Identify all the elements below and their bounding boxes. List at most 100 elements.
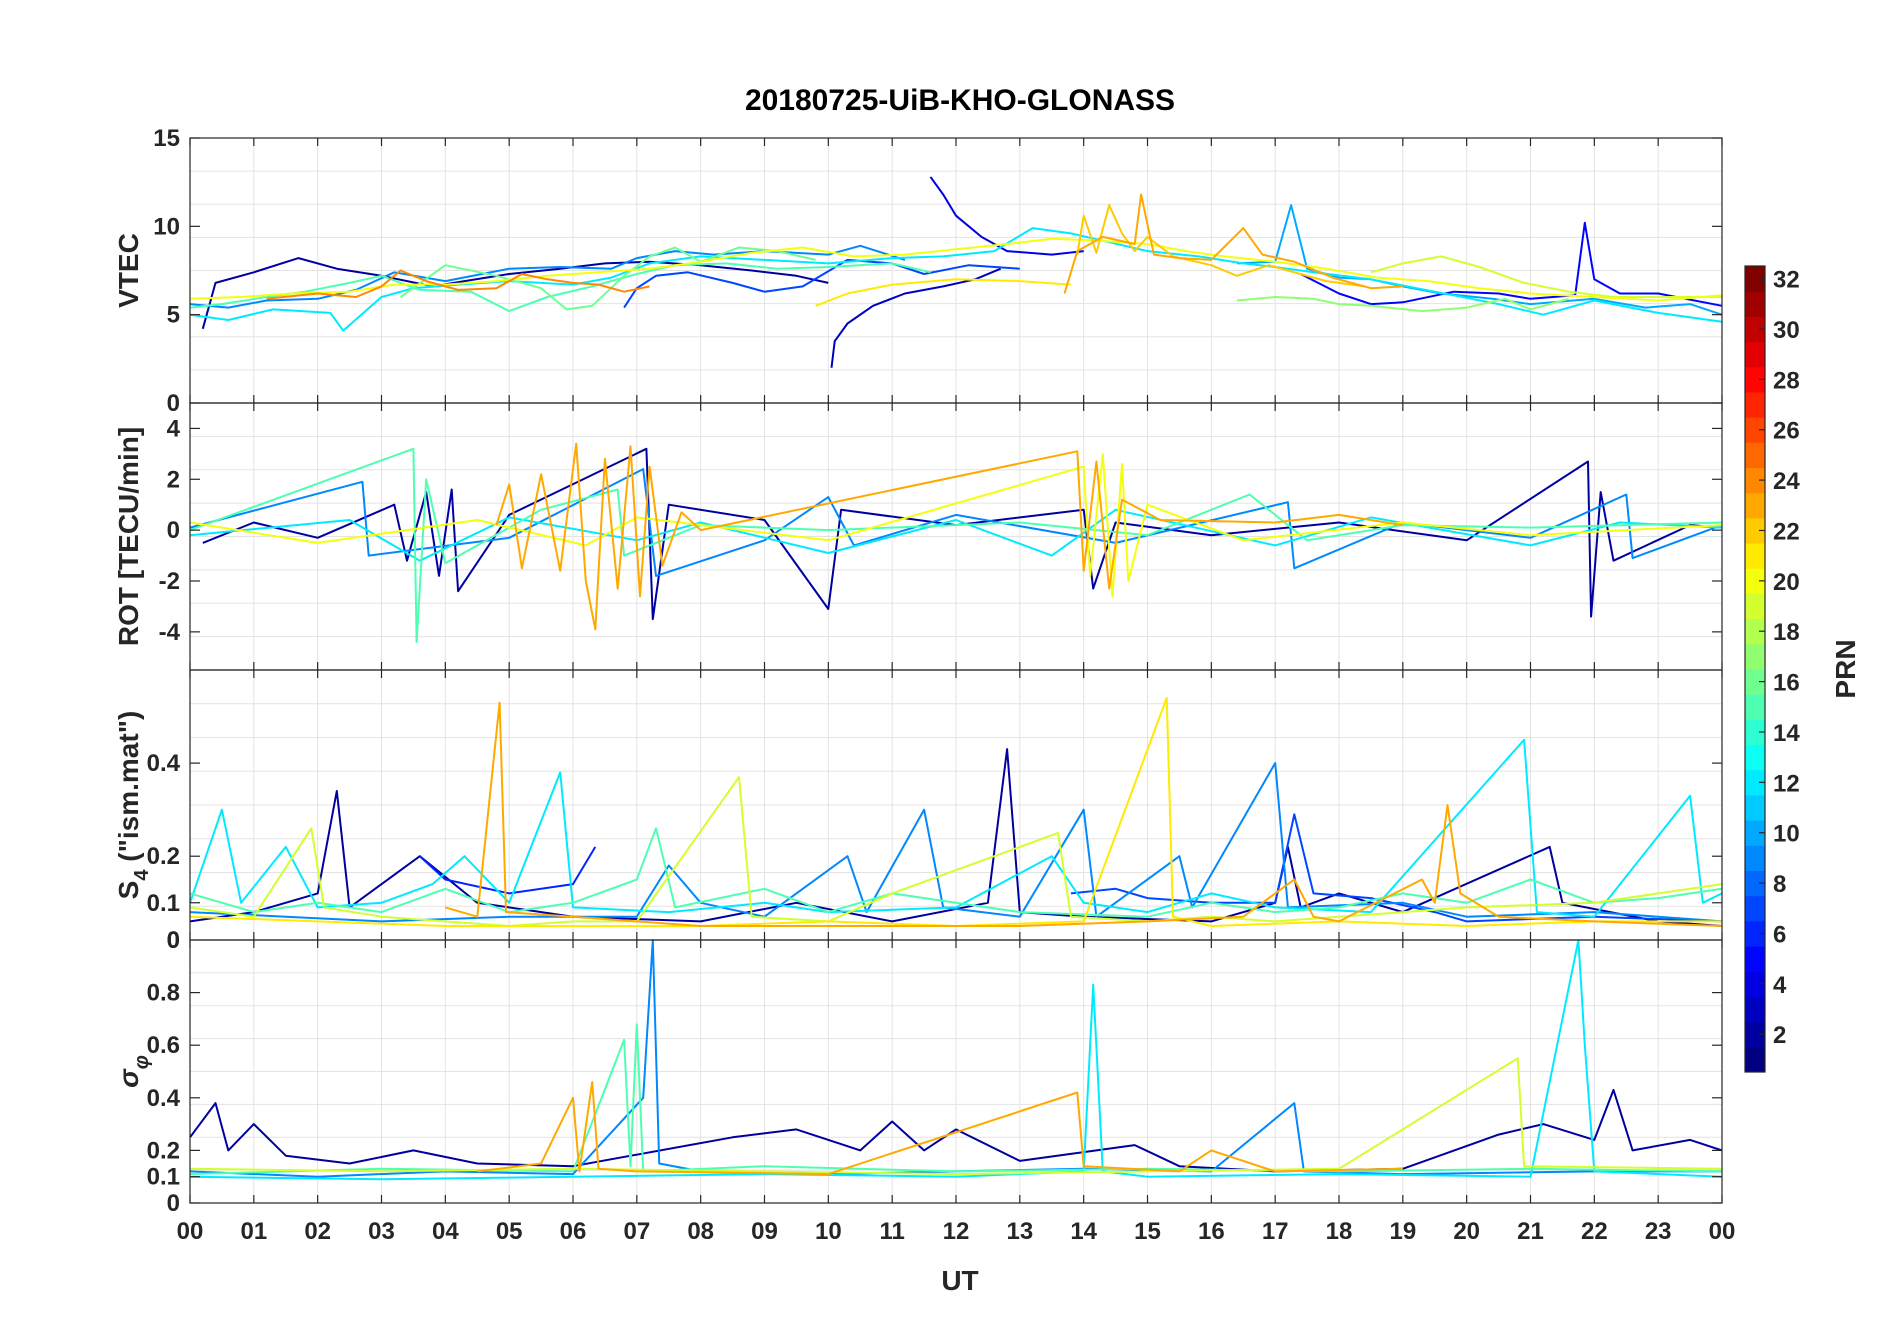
colorbar-segment [1745,492,1765,519]
y-tick-label: 2 [167,466,180,493]
y-axis-label-sigma_phi: σφ [113,1055,153,1088]
series-line-prn-20 [189,452,1723,598]
x-tick-label: 00 [1709,1218,1736,1245]
colorbar-segment [1745,618,1765,645]
colorbar-segment [1745,694,1765,720]
grid-s4 [189,670,1723,940]
series-line-prn-7 [623,258,1020,309]
colorbar-segment [1745,1021,1765,1048]
x-tick-label: 09 [751,1218,778,1245]
y-tick-label: 0.2 [147,843,180,870]
colorbar-segment [1745,744,1765,771]
series-line-prn-6 [419,846,597,895]
series-line-prn-5 [1300,221,1723,307]
colorbar-tick-label: 32 [1773,267,1800,294]
colorbar-segment [1745,467,1765,494]
x-tick-label: 17 [1262,1218,1289,1245]
series-line-prn-7 [1070,813,1723,923]
colorbar-tick-label: 4 [1773,972,1787,999]
series-line-prn-2 [201,257,829,330]
y-axis-label-rot: ROT [TECU/min] [113,427,144,646]
x-axis-label: UT [941,1265,978,1296]
x-tick-label: 20 [1453,1218,1480,1245]
y-label-sub: φ [131,1055,153,1069]
colorbar-segment [1745,1046,1765,1073]
colorbar-tick-label: 18 [1773,619,1800,646]
colorbar-tick-label: 6 [1773,921,1786,948]
x-tick-label: 05 [496,1218,523,1245]
series-line-prn-23 [445,701,1723,927]
colorbar-segment [1745,417,1765,443]
colorbar-segment [1745,442,1765,468]
y-label-main: σ [113,1068,144,1088]
colorbar-tick-label: 8 [1773,871,1786,898]
x-tick-label: 22 [1581,1218,1608,1245]
y-axis-label-s4: S4 ("ism.mat") [113,711,153,900]
series-line-prn-20 [189,237,1723,302]
y-label-rest: ("ism.mat") [113,711,144,870]
grid-rot [189,403,1723,670]
y-tick-label: -4 [159,619,181,646]
colorbar-segment [1745,920,1765,947]
series-line-prn-16 [400,246,816,311]
colorbar-tick-label: 24 [1773,468,1800,495]
colorbar-tick-label: 10 [1773,821,1800,848]
x-tick-label: 10 [815,1218,842,1245]
series-line-prn-23 [477,1081,1403,1176]
panel-rot: -4 -2 0 2 4 ROT [TECU/min] [113,402,1723,671]
y-tick-label: 0.4 [147,750,181,777]
series-line-prn-19 [189,1057,1723,1176]
x-tick-label: 23 [1645,1218,1672,1245]
y-tick-label: 4 [167,415,181,442]
series-line-prn-23 [495,442,1403,631]
x-tick-label: 06 [560,1218,587,1245]
x-tick-label: 11 [879,1218,904,1245]
panel-s4: 0.1 0.2 0.4 0 S4 ("ism.mat") [113,669,1723,954]
y-tick-label: 0.4 [147,1085,181,1112]
colorbar-segment [1745,543,1765,569]
y-tick-label: 0.1 [147,890,180,917]
y-tick-label: 15 [153,125,180,152]
y-label-main: S [113,881,144,900]
colorbar-segment [1745,794,1765,821]
series-group-sigma_phi [189,939,1723,1181]
colorbar-segment [1745,291,1765,317]
x-tick-label: 02 [304,1218,331,1245]
x-tick-label: 08 [687,1218,714,1245]
series-line-prn-17 [1236,296,1570,313]
series-line-prn-4 [929,176,1084,256]
series-line-prn-24 [266,269,650,300]
colorbar-segment [1745,895,1765,922]
x-tick-label: 13 [1006,1218,1033,1245]
chart-title: 20180725-UiB-KHO-GLONASS [745,84,1175,117]
colorbar-segment [1745,316,1765,343]
colorbar-tick-label: 2 [1773,1022,1786,1049]
y-tick-label: 0 [167,1190,180,1217]
y-tick-label: 0 [167,927,180,954]
series-line-prn-19 [1370,255,1722,298]
x-tick-label: 03 [368,1218,395,1245]
x-tick-label: 16 [1198,1218,1225,1245]
y-tick-label: -2 [159,568,180,595]
colorbar-tick-label: 26 [1773,418,1800,445]
y-tick-label: 0 [167,517,180,544]
x-tick-label: 19 [1389,1218,1416,1245]
x-tick-label: 00 [177,1218,204,1245]
grid-vtec [189,138,1723,403]
colorbar-frame [1744,265,1766,1073]
series-group-vtec [189,176,1723,368]
series-group-s4 [189,696,1723,927]
colorbar-segment [1745,769,1765,796]
colorbar-label: PRN [1830,639,1861,698]
series-group-rot [189,442,1723,643]
series-line-prn-2 [189,1088,1723,1173]
colorbar-segment [1745,366,1765,393]
series-line-prn-19 [189,776,1723,927]
series-line-prn-12 [189,227,1723,332]
colorbar-segment [1745,266,1765,292]
series-line-prn-21 [189,696,1722,927]
series-line-prn-21 [815,278,1071,307]
